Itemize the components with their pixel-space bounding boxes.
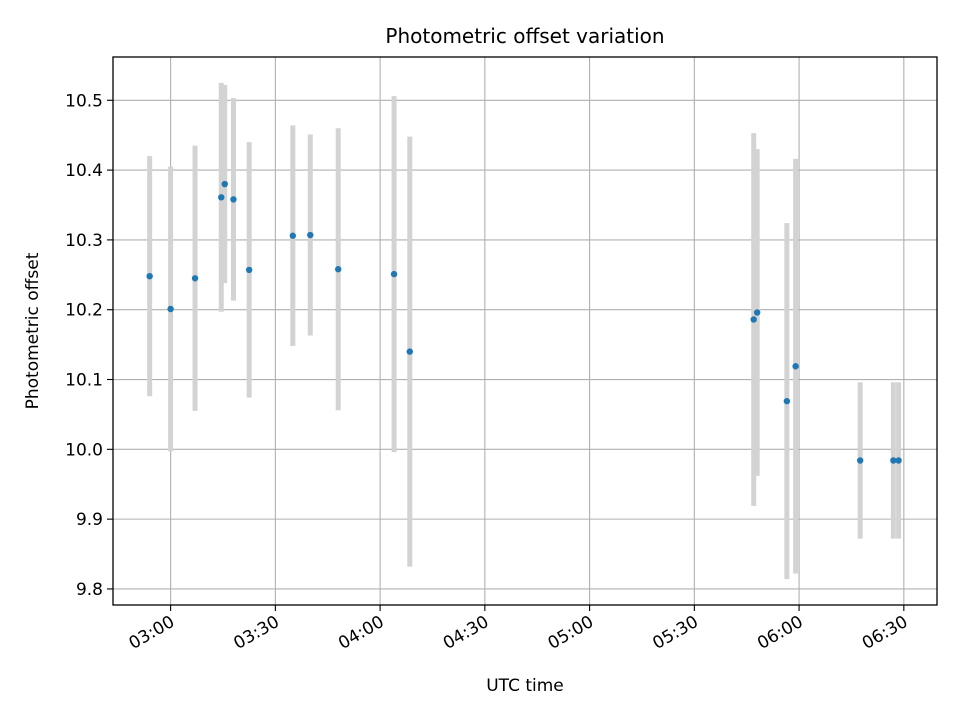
data-point [335,266,342,273]
y-tick-label: 9.9 [76,510,103,530]
data-point [146,273,153,280]
data-point [390,270,398,278]
data-point [895,457,902,464]
y-tick-label: 10.5 [65,91,103,111]
data-point [890,457,897,464]
y-tick-label: 10.1 [65,371,103,391]
y-axis-label: Photometric offset [23,252,43,409]
data-point [245,266,253,274]
data-point [406,348,413,355]
y-tick-label: 9.8 [76,580,103,600]
data-point [218,194,225,201]
y-tick-label: 10.2 [65,301,103,321]
data-point [856,457,864,464]
x-axis-label: UTC time [486,676,564,696]
y-axis: 9.8 9.9 10.0 10.1 10.2 10.3 10.4 10.5 [65,91,113,600]
plot-frame [112,56,938,606]
data-point [167,305,174,313]
data-point [230,196,237,203]
data-point [221,180,228,188]
chart-title: Photometric offset variation [385,24,664,48]
y-tick-label: 10.3 [65,231,103,251]
data-point [792,363,799,370]
y-tick-label: 10.4 [65,161,103,181]
data-point [289,232,297,239]
data-point [753,309,761,316]
data-point [783,397,791,405]
data-point [750,316,757,323]
data-points [146,180,902,464]
data-point [307,231,314,239]
y-tick-label: 10.0 [65,440,103,460]
data-point [191,275,199,282]
